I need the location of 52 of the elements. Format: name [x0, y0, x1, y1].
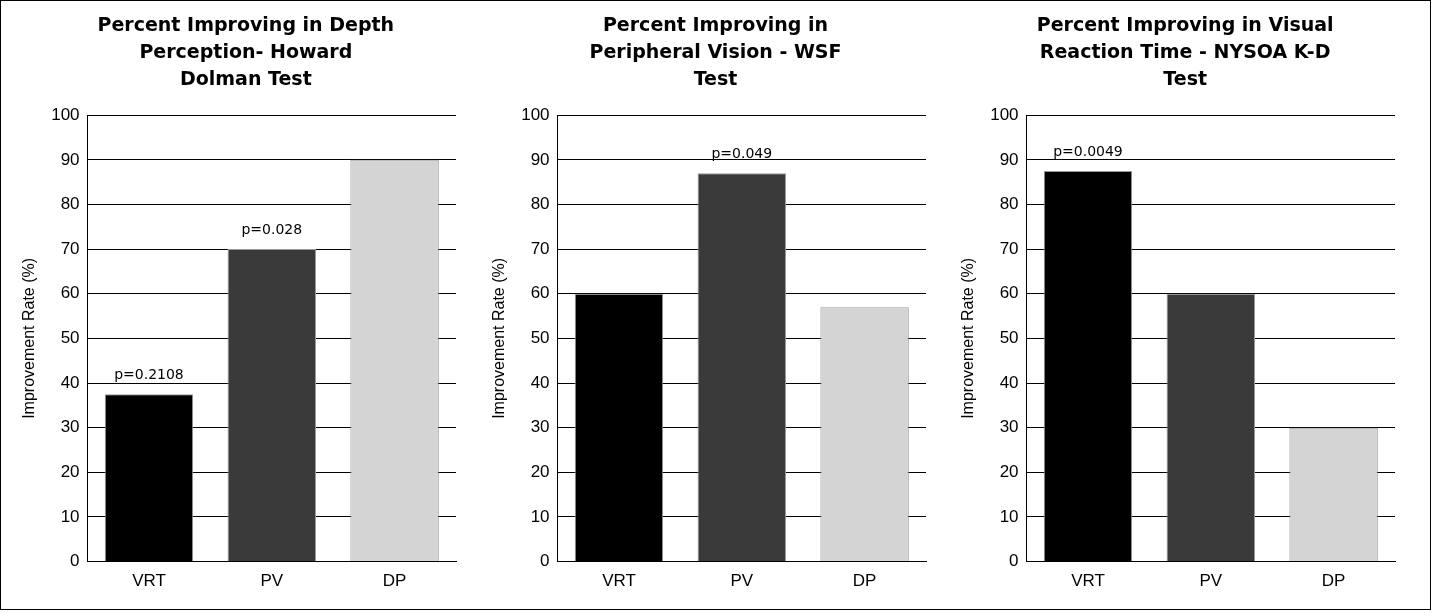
chart-title: Percent Improving in Depth Perception- Howard Dolman Test	[96, 11, 396, 91]
chart-title: Percent Improving in Peripheral Vision - WSF Test	[588, 11, 843, 91]
y-tick-label: 10	[60, 506, 80, 526]
x-tick-label: DP	[852, 571, 876, 591]
y-axis-title: Improvement Rate (%)	[19, 257, 37, 419]
y-tick-label: 40	[60, 372, 80, 392]
y-tick-label: 30	[999, 417, 1019, 437]
y-tick-label: 20	[999, 462, 1019, 482]
annotation: p=0.2108	[113, 365, 184, 382]
x-tick-label: DP	[1321, 571, 1346, 591]
y-tick-label: 10	[999, 506, 1019, 526]
y-tick-label: 90	[999, 149, 1019, 169]
x-tick-label: VRT	[131, 571, 166, 591]
x-tick-label: PV	[729, 571, 754, 591]
y-tick-label: 60	[999, 283, 1019, 303]
x-tick-label: VRT	[1071, 571, 1105, 591]
y-tick-label: 0	[539, 551, 550, 571]
x-tick-label: VRT	[601, 571, 636, 591]
y-tick-label: 90	[530, 149, 550, 169]
y-tick-label: 50	[60, 328, 80, 348]
y-tick-label: 100	[990, 104, 1019, 124]
y-tick-label: 0	[69, 551, 80, 571]
x-tick-label: PV	[1199, 571, 1223, 591]
y-tick-label: 60	[60, 283, 80, 303]
x-tick-label: PV	[260, 571, 284, 591]
y-tick-label: 80	[999, 194, 1019, 214]
y-tick-label: 10	[530, 506, 550, 526]
y-tick-label: 30	[60, 417, 80, 437]
y-tick-label: 70	[60, 238, 80, 258]
annotation: p=0.028	[241, 220, 302, 237]
y-tick-label: 40	[999, 372, 1019, 392]
annotation: p=0.049	[710, 144, 772, 161]
y-tick-label: 90	[60, 149, 80, 169]
y-tick-label: 70	[530, 238, 550, 258]
x-tick-label: DP	[382, 571, 407, 591]
y-tick-label: 20	[530, 462, 550, 482]
y-tick-label: 40	[530, 372, 550, 392]
chart-title: Percent Improving in Visual Reaction Time - NYSOA K-D Test	[1035, 11, 1335, 91]
y-axis-title: Improvement Rate (%)	[959, 257, 977, 419]
y-tick-label: 0	[1009, 551, 1019, 571]
annotation: p=0.0049	[1053, 142, 1123, 159]
y-axis-title: Improvement Rate (%)	[489, 257, 507, 419]
y-tick-label: 20	[60, 462, 80, 482]
y-tick-label: 100	[520, 104, 550, 124]
y-tick-label: 100	[51, 104, 80, 124]
y-tick-label: 60	[530, 283, 550, 303]
y-tick-label: 50	[999, 328, 1019, 348]
y-tick-label: 80	[530, 194, 550, 214]
y-tick-label: 50	[530, 328, 550, 348]
y-tick-label: 30	[530, 417, 550, 437]
y-tick-label: 70	[999, 238, 1019, 258]
y-tick-label: 80	[60, 194, 80, 214]
